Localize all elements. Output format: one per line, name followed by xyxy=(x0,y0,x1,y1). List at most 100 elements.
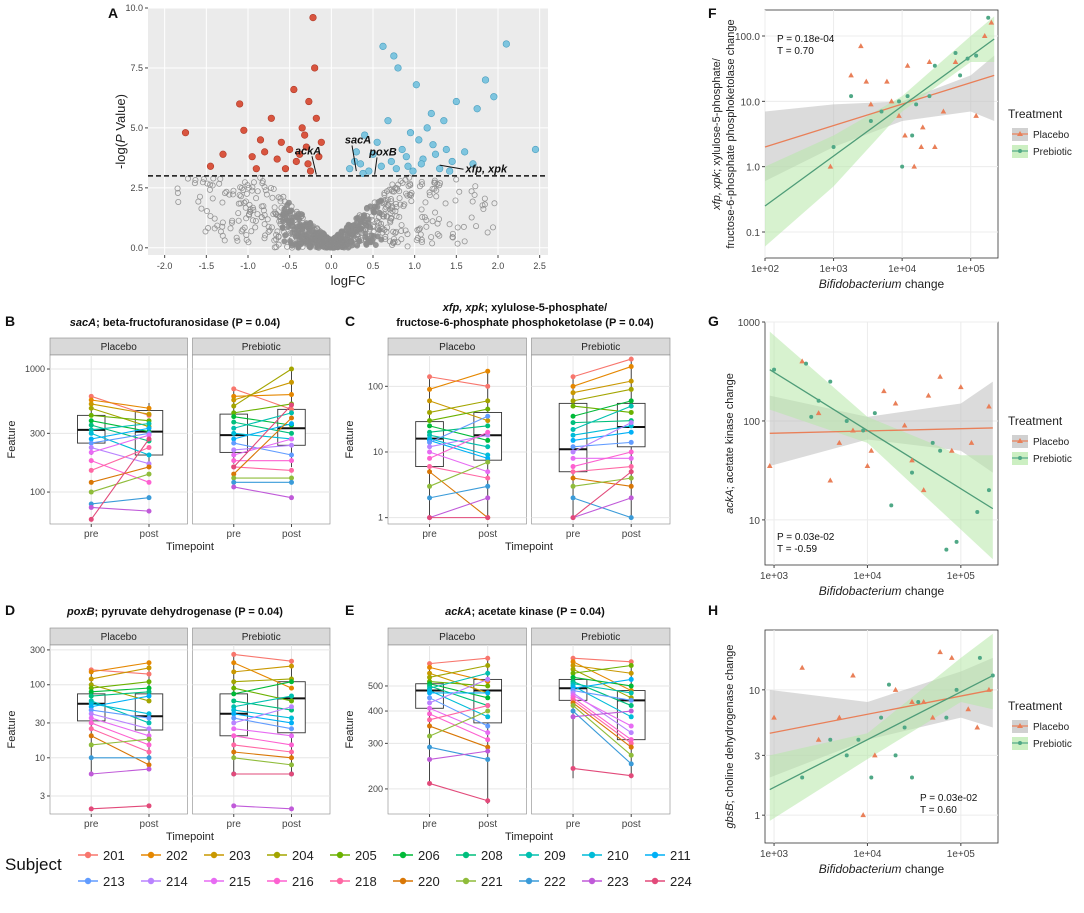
y-axis-title-gene: xfp, xpk xyxy=(711,171,723,210)
subject-point xyxy=(570,444,576,450)
subject-point xyxy=(628,495,634,501)
volcano-point-ns xyxy=(381,191,388,198)
subject-line xyxy=(91,681,150,689)
subject-line xyxy=(91,713,150,730)
volcano-point-ns xyxy=(248,228,255,235)
volcano-point-up xyxy=(412,81,420,89)
volcano-point-down xyxy=(261,148,269,156)
point-prebiotic xyxy=(975,510,980,515)
subject-line xyxy=(91,447,150,465)
subject-point xyxy=(231,430,237,436)
volcano-point-ns xyxy=(415,226,422,233)
volcano-point-ns xyxy=(198,205,205,212)
subject-point xyxy=(231,679,237,685)
volcano-point-down xyxy=(304,160,312,168)
point-prebiotic xyxy=(828,379,833,384)
subject-point xyxy=(146,679,152,685)
volcano-point-ns xyxy=(446,221,453,228)
subject-point xyxy=(231,386,237,392)
y-axis-title-line2: fructose-6-phosphate phosphoketolase cha… xyxy=(725,19,737,248)
volcano-point-ns xyxy=(418,236,425,243)
subject-point xyxy=(289,663,294,669)
y-tick-label: 10 xyxy=(373,447,383,457)
y-tick-label: 3 xyxy=(754,751,760,762)
x-tick-label: 1.5 xyxy=(450,261,463,271)
subject-point xyxy=(231,707,237,713)
volcano-point-ns xyxy=(239,226,246,233)
volcano-point-ns xyxy=(222,190,229,197)
subject-legend-key-point xyxy=(399,851,407,859)
subject-line xyxy=(429,400,488,422)
subject-line xyxy=(429,664,488,678)
volcano-point-ns xyxy=(293,208,300,215)
subject-point xyxy=(628,773,634,779)
legend-key-marker xyxy=(1017,723,1023,728)
panel-title-line2: fructose-6-phosphate phosphoketolase (P … xyxy=(396,317,654,329)
subject-legend-key-point xyxy=(147,877,155,885)
subject-point xyxy=(485,748,491,754)
point-prebiotic xyxy=(977,655,982,660)
subject-legend-label: 204 xyxy=(292,848,314,863)
point-placebo xyxy=(864,463,871,469)
subject-line xyxy=(91,432,150,444)
volcano-point-ns xyxy=(382,233,389,240)
facet-label: Placebo xyxy=(101,342,138,353)
volcano-point-ns xyxy=(422,199,429,206)
subject-legend-label: 211 xyxy=(670,848,691,863)
subject-point xyxy=(427,780,433,786)
subject-point xyxy=(231,720,237,726)
subject-point xyxy=(570,475,576,481)
volcano-point-ns xyxy=(428,234,435,241)
subject-point xyxy=(146,766,152,772)
subject-line xyxy=(572,380,632,394)
volcano-point-ns xyxy=(436,232,443,239)
point-prebiotic xyxy=(844,418,849,423)
title-pvalue: (P = 0.04) xyxy=(553,606,605,618)
subject-point xyxy=(146,720,152,726)
subject-line xyxy=(233,417,292,475)
volcano-point-up xyxy=(409,167,417,175)
subject-line xyxy=(572,497,632,519)
subject-point xyxy=(289,742,294,748)
subject-line xyxy=(91,506,150,512)
subject-line xyxy=(572,767,632,777)
subject-point xyxy=(485,695,491,701)
subject-line xyxy=(429,705,488,721)
volcano-point-ns xyxy=(281,238,288,245)
volcano-point-ns xyxy=(291,241,298,248)
subject-point xyxy=(146,711,152,717)
point-prebiotic xyxy=(938,448,943,453)
point-placebo xyxy=(932,143,938,149)
point-prebiotic xyxy=(886,682,891,687)
x-tick-label: 1e+05 xyxy=(957,264,986,275)
volcano-point-ns xyxy=(421,214,428,221)
point-prebiotic xyxy=(965,56,970,61)
subject-line xyxy=(91,466,150,483)
subject-line xyxy=(233,444,292,451)
volcano-point-ns xyxy=(388,198,395,205)
subject-point xyxy=(570,659,576,665)
subject-line xyxy=(429,408,488,422)
subject-point xyxy=(628,403,634,409)
subject-point xyxy=(231,755,237,761)
subject-point xyxy=(289,685,294,691)
volcano-point-ns xyxy=(386,238,393,245)
volcano-point-ns xyxy=(449,230,456,237)
subject-line xyxy=(233,665,292,673)
subject-line xyxy=(572,705,632,756)
volcano-point-up xyxy=(394,64,402,72)
volcano-point-ns xyxy=(491,200,498,207)
subject-legend-label: 214 xyxy=(166,874,188,889)
subject-point xyxy=(485,756,491,762)
subject-point xyxy=(88,501,94,507)
volcano-point-ns xyxy=(262,232,269,239)
x-tick-label: post xyxy=(282,529,301,540)
subject-line xyxy=(233,687,292,702)
y-tick-label: 200 xyxy=(368,784,383,794)
subject-point xyxy=(570,420,576,426)
subject-point xyxy=(146,803,152,809)
subject-line xyxy=(91,403,150,415)
y-axis-title-part: Value) xyxy=(113,94,128,134)
volcano-point-ns xyxy=(281,198,288,205)
ci-band-prebiotic xyxy=(769,331,993,560)
